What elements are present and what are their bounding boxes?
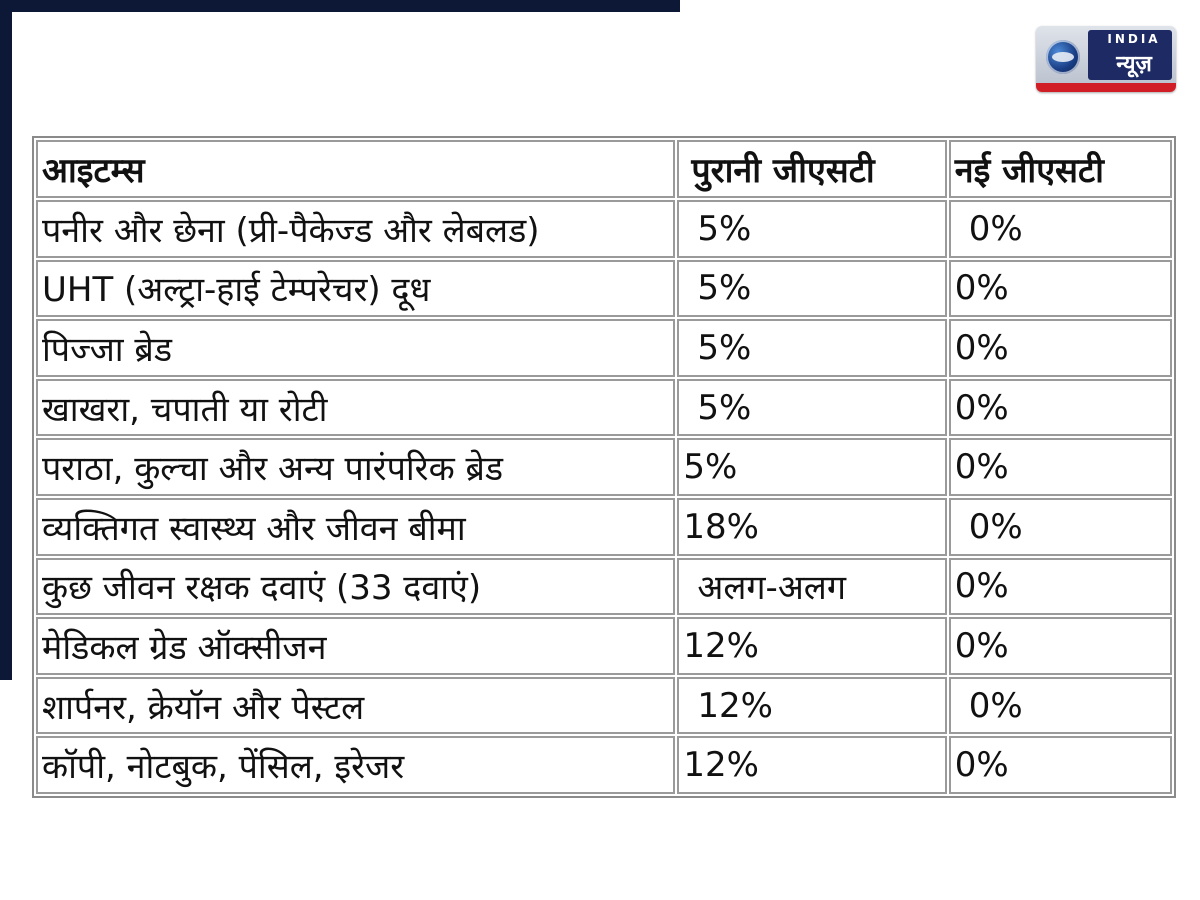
new-gst-cell: 0% xyxy=(948,617,1172,675)
item-cell: पिज्जा ब्रेड xyxy=(36,319,676,377)
table-row: कॉपी, नोटबुक, पेंसिल, इरेजर 12% 0% xyxy=(36,736,1172,794)
old-gst-cell: 12% xyxy=(677,676,947,735)
india-news-logo: INDIA न्यूज़ xyxy=(1036,26,1176,92)
gst-rates-table: आइटम्स पुरानी जीएसटी नई जीएसटी पनीर और छ… xyxy=(32,136,1176,798)
logo-red-bar xyxy=(1036,83,1176,92)
table-row: कुछ जीवन रक्षक दवाएं (33 दवाएं) अलग-अलग … xyxy=(36,557,1172,616)
old-gst-cell: 12% xyxy=(677,617,947,675)
item-cell: कुछ जीवन रक्षक दवाएं (33 दवाएं) xyxy=(36,557,676,616)
old-gst-cell: 5% xyxy=(677,378,947,437)
header-new-gst: नई जीएसटी xyxy=(948,140,1172,198)
table-row: पनीर और छेना (प्री-पैकेज्ड और लेबलड) 5% … xyxy=(36,200,1172,258)
item-cell: UHT (अल्ट्रा-हाई टेम्परेचर) दूध xyxy=(36,259,676,318)
new-gst-cell: 0% xyxy=(948,676,1172,735)
frame-left-bar xyxy=(0,0,12,680)
new-gst-cell: 0% xyxy=(948,259,1172,318)
table-row: मेडिकल ग्रेड ऑक्सीजन 12% 0% xyxy=(36,617,1172,675)
new-gst-cell: 0% xyxy=(948,497,1172,556)
old-gst-cell: 5% xyxy=(677,319,947,377)
old-gst-cell: 5% xyxy=(677,259,947,318)
old-gst-cell: 5% xyxy=(677,200,947,258)
old-gst-cell: 12% xyxy=(677,736,947,794)
globe-icon xyxy=(1046,40,1080,74)
new-gst-cell: 0% xyxy=(948,438,1172,496)
old-gst-cell: 5% xyxy=(677,438,947,496)
table-row: UHT (अल्ट्रा-हाई टेम्परेचर) दूध 5% 0% xyxy=(36,259,1172,318)
frame-top-bar xyxy=(0,0,680,12)
old-gst-cell: अलग-अलग xyxy=(677,557,947,616)
new-gst-cell: 0% xyxy=(948,557,1172,616)
item-cell: शार्पनर, क्रेयॉन और पेस्टल xyxy=(36,676,676,735)
table-row: खाखरा, चपाती या रोटी 5% 0% xyxy=(36,378,1172,437)
table-row: शार्पनर, क्रेयॉन और पेस्टल 12% 0% xyxy=(36,676,1172,735)
logo-brand-text: न्यूज़ xyxy=(1116,52,1152,77)
new-gst-cell: 0% xyxy=(948,319,1172,377)
item-cell: मेडिकल ग्रेड ऑक्सीजन xyxy=(36,617,676,675)
item-cell: खाखरा, चपाती या रोटी xyxy=(36,378,676,437)
table-header-row: आइटम्स पुरानी जीएसटी नई जीएसटी xyxy=(36,140,1172,198)
new-gst-cell: 0% xyxy=(948,200,1172,258)
logo-panel xyxy=(1088,30,1172,80)
item-cell: पनीर और छेना (प्री-पैकेज्ड और लेबलड) xyxy=(36,200,676,258)
table-row: पिज्जा ब्रेड 5% 0% xyxy=(36,319,1172,377)
item-cell: व्यक्तिगत स्वास्थ्य और जीवन बीमा xyxy=(36,497,676,556)
item-cell: पराठा, कुल्चा और अन्य पारंपरिक ब्रेड xyxy=(36,438,676,496)
table-row: व्यक्तिगत स्वास्थ्य और जीवन बीमा 18% 0% xyxy=(36,497,1172,556)
new-gst-cell: 0% xyxy=(948,378,1172,437)
logo-india-text: INDIA xyxy=(1107,32,1161,46)
old-gst-cell: 18% xyxy=(677,497,947,556)
table-row: पराठा, कुल्चा और अन्य पारंपरिक ब्रेड 5% … xyxy=(36,438,1172,496)
new-gst-cell: 0% xyxy=(948,736,1172,794)
header-old-gst: पुरानी जीएसटी xyxy=(677,140,947,198)
header-items: आइटम्स xyxy=(36,140,676,198)
item-cell: कॉपी, नोटबुक, पेंसिल, इरेजर xyxy=(36,736,676,794)
